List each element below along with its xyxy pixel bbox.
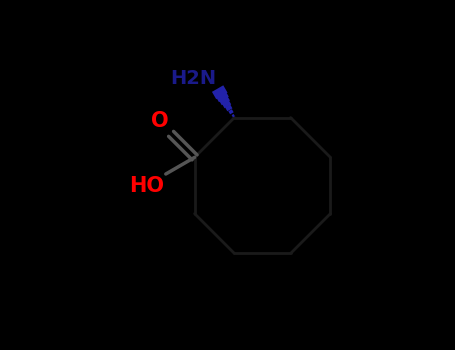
Text: HO: HO xyxy=(129,176,164,196)
Text: O: O xyxy=(151,111,168,131)
Text: H2N: H2N xyxy=(171,69,217,88)
